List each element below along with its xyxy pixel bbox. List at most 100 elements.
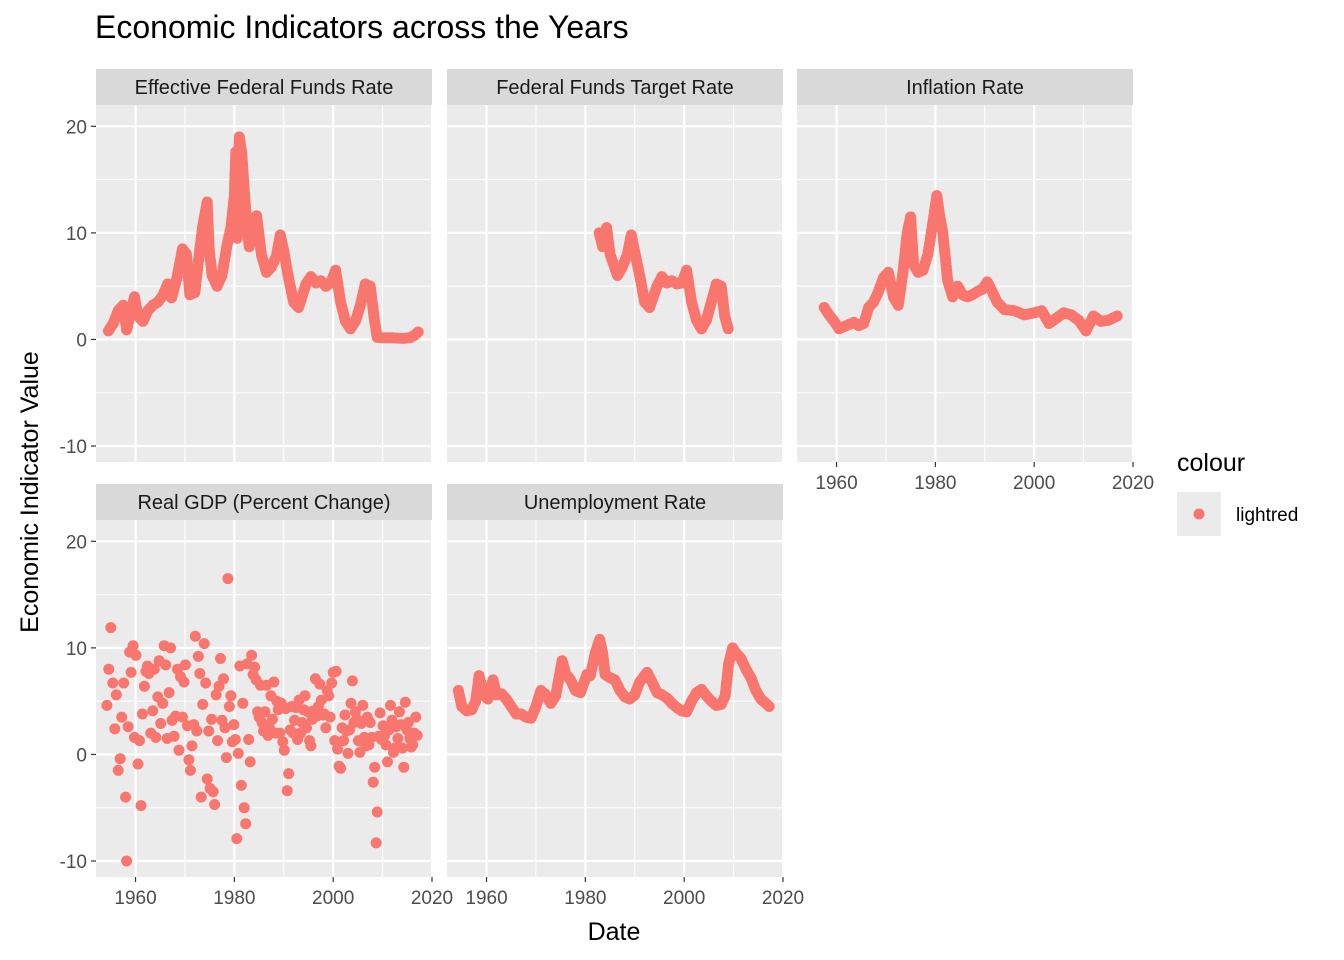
data-point: [240, 818, 252, 830]
data-point: [274, 727, 286, 739]
data-point: [305, 740, 317, 752]
data-point: [392, 733, 404, 744]
y-tick-label: 0: [76, 330, 87, 351]
data-point: [135, 800, 147, 812]
data-point: [346, 675, 358, 687]
data-point: [155, 718, 167, 729]
data-point: [173, 744, 185, 756]
data-point: [249, 661, 261, 673]
data-point: [121, 855, 133, 867]
data-point: [222, 573, 234, 585]
data-point: [132, 758, 144, 770]
data-point: [179, 659, 191, 671]
data-point: [396, 742, 408, 754]
data-point: [385, 699, 396, 711]
data-point: [301, 722, 312, 734]
data-point: [722, 323, 734, 335]
data-point: [244, 756, 256, 768]
data-point: [374, 707, 386, 719]
facet-strip-label: Effective Federal Funds Rate: [135, 77, 394, 99]
x-tick-label: 1980: [914, 473, 956, 494]
data-point: [410, 711, 422, 723]
facet-panel: Federal Funds Target Rate: [447, 69, 785, 462]
data-point: [345, 697, 357, 709]
data-point: [412, 326, 424, 338]
facet-panel: Real GDP (Percent Change) -10 0 10 20 1960 198…: [60, 484, 453, 909]
chart-title: Economic Indicators across the Years: [95, 9, 629, 45]
data-point: [163, 687, 175, 699]
data-point: [246, 649, 258, 661]
data-point: [109, 723, 121, 735]
data-point: [160, 659, 172, 671]
panel-background: [96, 105, 432, 462]
data-point: [114, 753, 126, 765]
x-tick-label: 2020: [1112, 473, 1154, 494]
legend: colour lightred: [1177, 449, 1298, 536]
data-point: [192, 650, 204, 662]
data-point: [235, 779, 247, 791]
data-point: [266, 713, 278, 725]
data-point: [168, 730, 180, 742]
x-tick-label: 2000: [1013, 473, 1055, 494]
data-point: [364, 717, 376, 728]
data-point: [220, 752, 232, 764]
data-point: [398, 761, 410, 773]
facet-strip: [96, 484, 432, 520]
data-point: [212, 735, 224, 747]
data-point: [200, 677, 212, 689]
data-point: [380, 739, 392, 751]
y-tick-label: 20: [66, 117, 87, 138]
data-point: [268, 676, 280, 688]
x-tick-label: 2000: [663, 888, 705, 909]
legend-title: colour: [1177, 449, 1245, 477]
data-point: [335, 762, 347, 774]
x-tick-label: 2020: [762, 888, 804, 909]
data-point: [243, 734, 255, 745]
data-point: [232, 747, 244, 759]
data-point: [228, 719, 240, 731]
data-point: [320, 722, 332, 734]
x-tick-label: 1980: [213, 888, 255, 909]
data-point: [195, 791, 207, 803]
data-point: [338, 735, 350, 747]
data-point: [231, 833, 243, 845]
data-point: [209, 799, 221, 810]
data-point: [407, 739, 419, 751]
facet-strip: [447, 69, 783, 105]
data-point: [229, 734, 241, 745]
data-point: [194, 668, 206, 679]
data-point: [105, 622, 117, 634]
x-tick-label: 2020: [411, 888, 453, 909]
data-point: [314, 678, 326, 690]
data-point: [201, 773, 213, 785]
facet-strip: [447, 484, 783, 520]
data-point: [178, 676, 190, 688]
data-point: [103, 663, 115, 675]
legend-key-point: [1193, 508, 1205, 520]
data-point: [197, 698, 209, 710]
data-point: [278, 744, 290, 756]
facet-strip: [797, 69, 1133, 105]
y-tick-label: 10: [66, 639, 87, 660]
data-point: [177, 711, 188, 723]
data-point: [210, 689, 222, 701]
facet-strip-label: Inflation Rate: [906, 77, 1024, 99]
y-tick-label: 0: [76, 745, 87, 766]
data-point: [277, 736, 289, 748]
facet-strip-label: Unemployment Rate: [524, 492, 706, 514]
x-tick-label: 1960: [465, 888, 507, 909]
data-point: [223, 701, 235, 712]
data-point: [283, 768, 295, 780]
y-tick-label: 10: [66, 224, 87, 245]
data-point: [357, 699, 369, 711]
data-point: [342, 747, 354, 759]
y-axis-title: Economic Indicator Value: [16, 351, 44, 633]
data-point: [281, 785, 293, 797]
facet-strip-label: Federal Funds Target Rate: [496, 77, 734, 99]
data-point: [324, 711, 336, 723]
data-point: [101, 699, 113, 711]
data-point: [1111, 310, 1123, 322]
data-point: [206, 713, 218, 725]
data-point: [371, 806, 383, 818]
